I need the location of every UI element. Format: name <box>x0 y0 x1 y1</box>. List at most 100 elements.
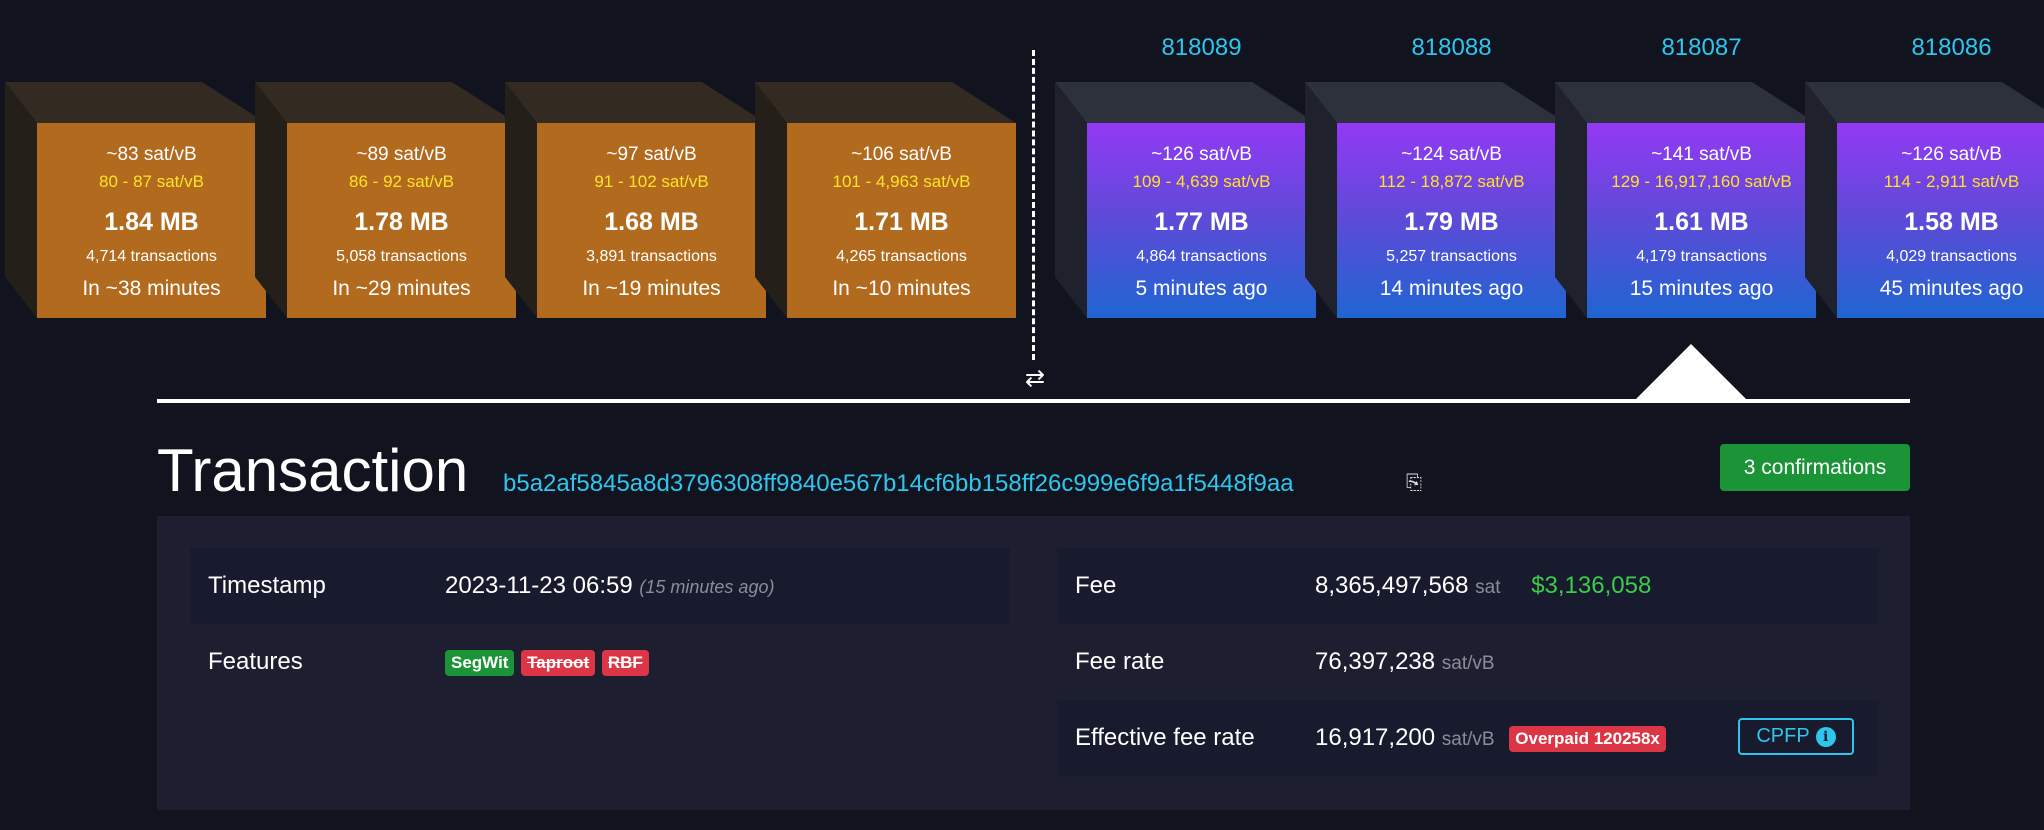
block-top-face <box>1055 82 1316 123</box>
median-fee: ~97 sat/vB <box>606 144 697 165</box>
block-front-face: ~126 sat/vB 114 - 2,911 sat/vB 1.58 MB 4… <box>1837 123 2044 318</box>
block-top-face <box>505 82 766 123</box>
tx-count: 4,179 transactions <box>1636 248 1767 265</box>
selected-block-pointer <box>1636 344 1746 399</box>
taproot-badge: Taproot <box>521 649 596 676</box>
fee-row: Fee 8,365,497,568 sat $3,136,058 <box>1057 548 1879 624</box>
effective-fee-rate-number: 16,917,200 <box>1315 724 1436 751</box>
fee-rate-number: 76,397,238 <box>1315 648 1436 675</box>
block-side-face <box>505 82 537 318</box>
eta: In ~19 minutes <box>582 277 721 300</box>
tx-count: 4,029 transactions <box>1886 248 2017 265</box>
block-size: 1.71 MB <box>854 208 949 236</box>
block-top-face <box>255 82 516 123</box>
block-top-face <box>1555 82 1816 123</box>
tx-count: 5,058 transactions <box>336 248 467 265</box>
timestamp-date: 2023-11-23 06:59 <box>445 572 633 599</box>
effective-fee-rate-row: Effective fee rate 16,917,200 sat/vB Ove… <box>1057 700 1879 776</box>
block-time: 5 minutes ago <box>1135 277 1268 300</box>
block-front-face: ~89 sat/vB 86 - 92 sat/vB 1.78 MB 5,058 … <box>287 123 516 318</box>
eta: In ~38 minutes <box>82 277 221 300</box>
block-front-face: ~97 sat/vB 91 - 102 sat/vB 1.68 MB 3,891… <box>537 123 766 318</box>
mined-block[interactable]: ~126 sat/vB 114 - 2,911 sat/vB 1.58 MB 4… <box>1805 82 2044 318</box>
cpfp-button[interactable]: CPFP i <box>1738 718 1854 755</box>
block-size: 1.78 MB <box>354 208 449 236</box>
mined-block[interactable]: ~126 sat/vB 109 - 4,639 sat/vB 1.77 MB 4… <box>1055 82 1316 318</box>
block-size: 1.77 MB <box>1154 208 1249 236</box>
mined-block-selected[interactable]: ~141 sat/vB 129 - 16,917,160 sat/vB 1.61… <box>1555 82 1816 318</box>
mempool-block[interactable]: ~89 sat/vB 86 - 92 sat/vB 1.78 MB 5,058 … <box>255 82 516 318</box>
tx-count: 4,265 transactions <box>836 248 967 265</box>
median-fee: ~106 sat/vB <box>851 144 952 165</box>
block-side-face <box>1305 82 1337 318</box>
block-front-face: ~83 sat/vB 80 - 87 sat/vB 1.84 MB 4,714 … <box>37 123 266 318</box>
block-size: 1.68 MB <box>604 208 699 236</box>
effective-fee-rate-label: Effective fee rate <box>1075 724 1255 751</box>
rbf-badge: RBF <box>601 649 649 676</box>
segwit-badge: SegWit <box>445 649 515 676</box>
block-top-face <box>1805 82 2044 123</box>
features-row: Features SegWit Taproot RBF <box>190 624 1010 700</box>
block-front-face: ~141 sat/vB 129 - 16,917,160 sat/vB 1.61… <box>1587 123 1816 318</box>
median-fee: ~124 sat/vB <box>1401 144 1502 165</box>
block-side-face <box>5 82 37 318</box>
timestamp-label: Timestamp <box>208 572 326 599</box>
timestamp-relative: (15 minutes ago) <box>639 577 775 597</box>
swap-arrows-icon[interactable]: ⇄ <box>1024 365 1046 392</box>
eta: In ~29 minutes <box>332 277 471 300</box>
copy-clipboard-icon[interactable]: ⎘ <box>1406 472 1422 494</box>
features-badges: SegWit Taproot RBF <box>445 624 649 700</box>
mempool-block[interactable]: ~106 sat/vB 101 - 4,963 sat/vB 1.71 MB 4… <box>755 82 1016 318</box>
block-side-face <box>1555 82 1587 318</box>
block-top-face <box>1305 82 1566 123</box>
block-height-link[interactable]: 818087 <box>1661 34 1742 61</box>
block-side-face <box>255 82 287 318</box>
timestamp-row: Timestamp 2023-11-23 06:59 (15 minutes a… <box>190 548 1010 624</box>
block-top-face <box>755 82 1016 123</box>
mempool-block[interactable]: ~83 sat/vB 80 - 87 sat/vB 1.84 MB 4,714 … <box>5 82 266 318</box>
median-fee: ~83 sat/vB <box>106 144 197 165</box>
block-side-face <box>1055 82 1087 318</box>
tx-count: 5,257 transactions <box>1386 248 1517 265</box>
tx-count: 3,891 transactions <box>586 248 717 265</box>
mined-block[interactable]: ~124 sat/vB 112 - 18,872 sat/vB 1.79 MB … <box>1305 82 1566 318</box>
block-height-link[interactable]: 818088 <box>1411 34 1492 61</box>
fee-usd: $3,136,058 <box>1531 572 1652 599</box>
block-size: 1.61 MB <box>1654 208 1749 236</box>
confirmations-badge: 3 confirmations <box>1720 444 1910 491</box>
fee-value: 8,365,497,568 sat $3,136,058 <box>1315 548 1651 626</box>
cpfp-label: CPFP <box>1756 725 1810 747</box>
txid-link[interactable]: b5a2af5845a8d3796308ff9840e567b14cf6bb15… <box>503 470 1294 497</box>
block-size: 1.79 MB <box>1404 208 1499 236</box>
block-height-link[interactable]: 818086 <box>1911 34 1992 61</box>
block-time: 15 minutes ago <box>1629 277 1774 300</box>
median-fee: ~89 sat/vB <box>356 144 447 165</box>
effective-fee-rate-value: 16,917,200 sat/vB Overpaid 120258x <box>1315 700 1666 778</box>
tx-count: 4,714 transactions <box>86 248 217 265</box>
block-front-face: ~126 sat/vB 109 - 4,639 sat/vB 1.77 MB 4… <box>1087 123 1316 318</box>
mempool-blockchain-divider <box>1032 50 1035 360</box>
fee-label: Fee <box>1075 572 1117 599</box>
block-top-face <box>5 82 266 123</box>
block-time: 14 minutes ago <box>1379 277 1524 300</box>
eta: In ~10 minutes <box>832 277 971 300</box>
page-title: Transaction <box>157 437 469 504</box>
section-rule <box>157 399 1910 403</box>
block-front-face: ~106 sat/vB 101 - 4,963 sat/vB 1.71 MB 4… <box>787 123 1016 318</box>
effective-fee-rate-unit: sat/vB <box>1441 729 1495 750</box>
block-size: 1.58 MB <box>1904 208 1999 236</box>
block-height-link[interactable]: 818089 <box>1161 34 1242 61</box>
fee-rate-label: Fee rate <box>1075 648 1165 675</box>
fee-range: 112 - 18,872 sat/vB <box>1378 172 1525 191</box>
block-front-face: ~124 sat/vB 112 - 18,872 sat/vB 1.79 MB … <box>1337 123 1566 318</box>
block-size: 1.84 MB <box>104 208 199 236</box>
median-fee: ~126 sat/vB <box>1901 144 2002 165</box>
fee-rate-row: Fee rate 76,397,238 sat/vB <box>1057 624 1879 700</box>
fee-range: 129 - 16,917,160 sat/vB <box>1611 172 1792 191</box>
fee-range: 86 - 92 sat/vB <box>349 172 454 191</box>
fee-rate-value: 76,397,238 sat/vB <box>1315 624 1495 702</box>
mempool-block[interactable]: ~97 sat/vB 91 - 102 sat/vB 1.68 MB 3,891… <box>505 82 766 318</box>
fee-range: 101 - 4,963 sat/vB <box>832 172 971 191</box>
tx-count: 4,864 transactions <box>1136 248 1267 265</box>
fee-range: 114 - 2,911 sat/vB <box>1883 172 2020 191</box>
